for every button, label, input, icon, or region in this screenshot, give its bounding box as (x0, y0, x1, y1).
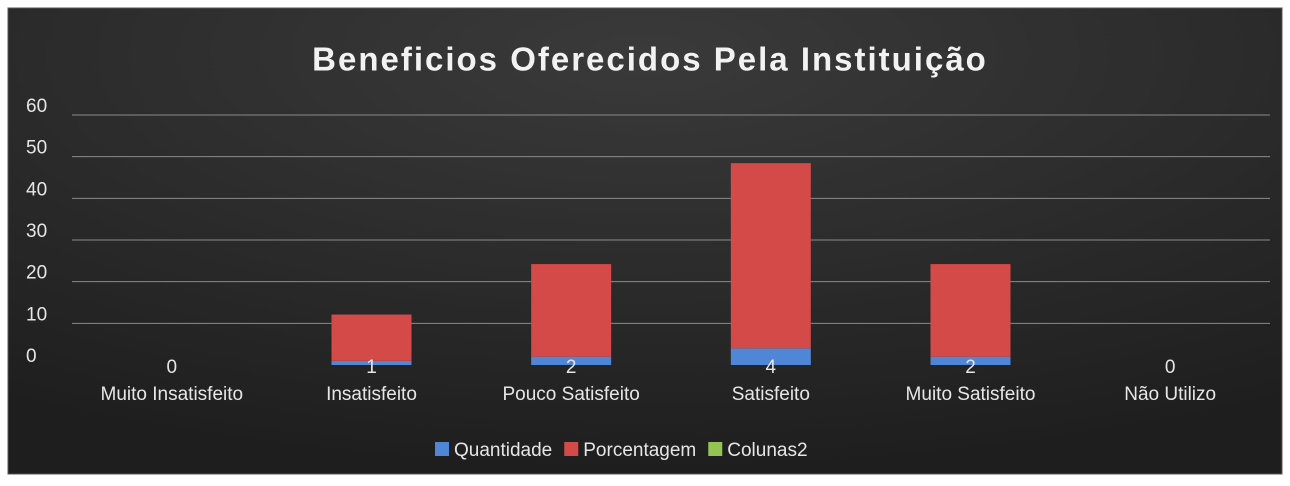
y-tick-label: 10 (26, 304, 47, 325)
data-label: 1 (366, 357, 377, 378)
x-tick-label: Muito Satisfeito (906, 384, 1036, 405)
bar-segment (730, 163, 811, 349)
x-tick-label: Muito Insatisfeito (101, 384, 244, 405)
bar-segment (930, 264, 1011, 357)
x-tick-label: Satisfeito (732, 384, 810, 405)
legend-label: Colunas2 (727, 440, 807, 461)
bar-segment (531, 356, 612, 365)
legend-label: Quantidade (454, 440, 552, 461)
legend-swatch (708, 442, 723, 456)
y-tick-label: 20 (26, 263, 47, 284)
legend-swatch (435, 442, 449, 456)
bar-segment (331, 314, 412, 361)
y-tick-label: 40 (26, 179, 47, 200)
bar-segment (730, 348, 811, 365)
bar-segment (531, 264, 612, 357)
legend-swatch (564, 442, 579, 456)
bar-segment (930, 356, 1011, 365)
bar-segment (331, 360, 412, 365)
data-label: 0 (167, 357, 178, 378)
y-tick-label: 60 (26, 96, 47, 117)
y-tick-label: 0 (26, 346, 37, 367)
chart-title: Beneficios Oferecidos Pela Instituição (312, 41, 988, 78)
x-tick-label: Não Utilizo (1124, 384, 1216, 405)
data-label: 2 (965, 357, 976, 378)
data-label: 2 (566, 357, 577, 378)
data-label: 4 (766, 357, 777, 378)
chart-background (7, 7, 1283, 475)
y-tick-label: 30 (26, 221, 47, 242)
data-label: 0 (1165, 357, 1176, 378)
x-tick-label: Insatisfeito (326, 384, 417, 405)
legend-label: Porcentagem (583, 440, 696, 461)
x-tick-label: Pouco Satisfeito (503, 384, 640, 405)
y-tick-label: 50 (26, 138, 47, 159)
